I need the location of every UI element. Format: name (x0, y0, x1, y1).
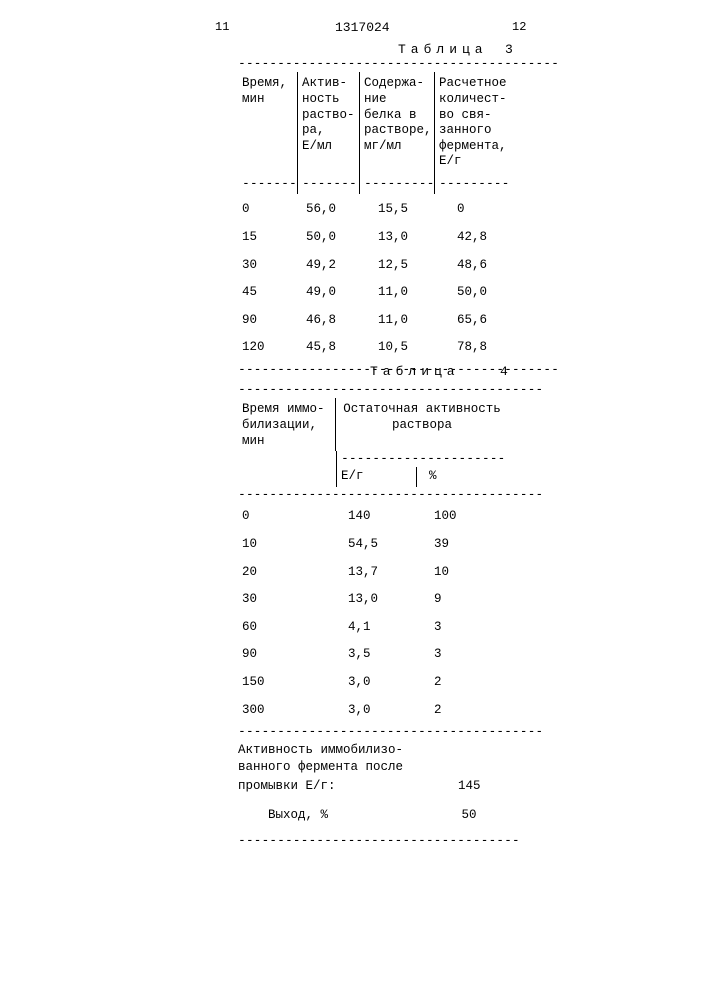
table-row: 15 50,0 13,0 42,8 (238, 224, 559, 252)
table4-header-rule: --------------------------------------- (238, 487, 543, 503)
table4-bottom-rule: --------------------------------------- (238, 724, 543, 740)
table-row: 20 13,7 10 (238, 559, 543, 587)
footer-yield-label: Выход, % (238, 807, 456, 824)
footer-yield-value: 50 (456, 807, 518, 824)
table3-top-rule: ----------------------------------------… (238, 56, 559, 72)
table4-subheader-pct: % (417, 467, 509, 487)
table3-header-row: Время, мин Актив- ность раство- ра, Е/мл… (238, 72, 559, 172)
table-row: 10 54,5 39 (238, 531, 543, 559)
table4-number: 4 (500, 364, 508, 379)
footer-block: Активность иммобилизо- ванного фермента … (238, 742, 518, 849)
table-row: 150 3,0 2 (238, 669, 543, 697)
table3-header-protein: Содержа- ние белка в растворе, мг/мл (360, 72, 435, 172)
table4-header-row: Время иммо- билизации, мин Остаточная ак… (238, 398, 543, 451)
table3-number: 3 (505, 42, 513, 57)
table-row: 30 49,2 12,5 48,6 (238, 252, 559, 280)
footer-line2: ванного фермента после (238, 759, 518, 776)
table3-caption: Таблица (398, 42, 488, 57)
table-row: 0 56,0 15,5 0 (238, 196, 559, 224)
footer-bottom-rule: --------------------------------------- (238, 832, 518, 850)
footer-activity-value: 145 (453, 778, 518, 795)
table-row: 90 46,8 11,0 65,6 (238, 307, 559, 335)
table-row: 30 13,0 9 (238, 586, 543, 614)
table4-top-rule: --------------------------------------- (238, 382, 543, 398)
footer-activity-label: промывки Е/г: (218, 778, 438, 795)
page-number-left: 11 (215, 20, 229, 34)
table4-header-activity: Остаточная активность раствора (336, 398, 508, 451)
table3-header-enzyme: Расчетное количест- во свя- занного ферм… (435, 72, 509, 172)
footer-line1: Активность иммобилизо- (238, 742, 518, 759)
table3: ----------------------------------------… (238, 56, 559, 378)
document-number: 1317024 (335, 20, 390, 35)
table4-body: 0 140 100 10 54,5 39 20 13,7 10 30 13,0 … (238, 503, 543, 724)
footer-row-activity: промывки Е/г: 145 (238, 776, 518, 797)
table4-subheader-row: Е/г % (238, 467, 543, 487)
table4-subheader-eg: Е/г (337, 467, 417, 487)
table3-header-activity: Актив- ность раство- ра, Е/мл (298, 72, 360, 172)
table-row: 0 140 100 (238, 503, 543, 531)
table3-body: 0 56,0 15,5 0 15 50,0 13,0 42,8 30 49,2 … (238, 196, 559, 362)
table-row: 60 4,1 3 (238, 614, 543, 642)
table-row: 120 45,8 10,5 78,8 (238, 334, 559, 362)
table3-header-dash: ---------- ---------- ---------- -------… (238, 172, 559, 194)
table4-subheader-dash: --------------------- (238, 451, 543, 467)
table-row: 45 49,0 11,0 50,0 (238, 279, 559, 307)
table4-header-time: Время иммо- билизации, мин (238, 398, 336, 451)
page-number-right: 12 (512, 20, 526, 34)
table-row: 300 3,0 2 (238, 697, 543, 725)
table4-caption: Таблица (370, 364, 460, 379)
table3-header-time: Время, мин (238, 72, 298, 172)
table4: --------------------------------------- … (238, 382, 543, 741)
table-row: 90 3,5 3 (238, 641, 543, 669)
footer-row-yield: Выход, % 50 (238, 805, 518, 826)
